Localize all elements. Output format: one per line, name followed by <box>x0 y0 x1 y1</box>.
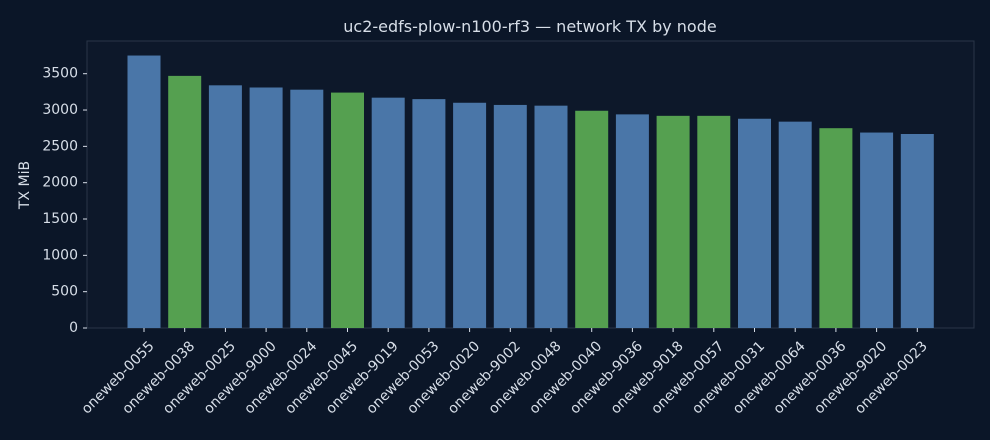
y-tick-label: 1000 <box>42 247 78 263</box>
bar-oneweb-9020 <box>860 132 894 328</box>
bar-oneweb-0057 <box>697 115 731 328</box>
bar-oneweb-0036 <box>819 128 853 328</box>
bar-oneweb-0053 <box>412 99 446 328</box>
bar-oneweb-9018 <box>656 115 690 328</box>
y-axis-label: TX MiB <box>17 161 33 210</box>
bar-oneweb-0020 <box>453 102 487 328</box>
y-tick-label: 2000 <box>42 175 78 191</box>
bar-oneweb-0031 <box>738 118 771 329</box>
bar-oneweb-9000 <box>249 87 283 328</box>
bar-oneweb-0024 <box>290 89 324 329</box>
bar-oneweb-0045 <box>331 92 364 328</box>
y-tick-label: 2500 <box>42 138 78 154</box>
bar-oneweb-0064 <box>778 121 812 329</box>
bar-oneweb-0055 <box>127 55 161 328</box>
bars-group <box>127 55 934 329</box>
y-tick-label: 500 <box>51 284 78 300</box>
y-tick-label: 1500 <box>42 211 78 227</box>
bar-oneweb-0040 <box>575 110 609 328</box>
y-tick-label: 0 <box>69 320 78 336</box>
y-tick-label: 3000 <box>42 102 78 118</box>
bar-oneweb-0023 <box>900 134 934 328</box>
bar-oneweb-0048 <box>534 105 568 328</box>
chart-title: uc2-edfs-plow-n100-rf3 — network TX by n… <box>343 17 716 36</box>
bar-oneweb-0038 <box>168 75 202 328</box>
bar-oneweb-9036 <box>615 114 649 328</box>
y-ticks-group: 0 500 1000 1500 2000 2500 3000 3500 <box>42 66 87 336</box>
y-tick-label: 3500 <box>42 66 78 82</box>
bar-oneweb-9019 <box>371 97 405 328</box>
bar-oneweb-9002 <box>493 104 527 328</box>
bar-oneweb-0025 <box>208 85 242 328</box>
